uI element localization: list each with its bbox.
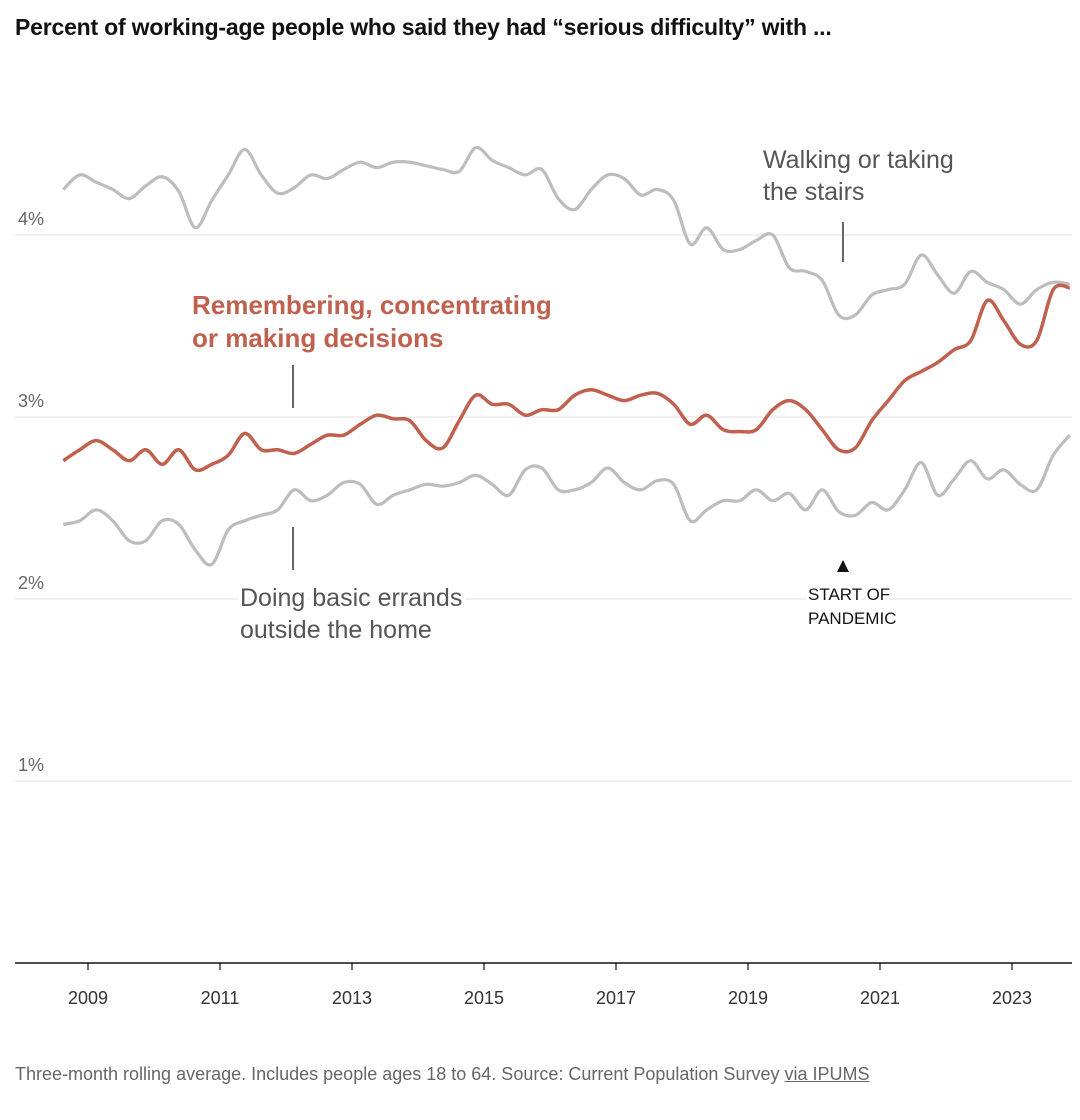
remembering-label-line-2: or making decisions — [192, 323, 443, 353]
source-note: Three-month rolling average. Includes pe… — [15, 1060, 1055, 1088]
errands-label-line-1: Doing basic errands — [240, 584, 462, 612]
x-tick-label: 2023 — [992, 988, 1032, 1008]
source-note-text: Three-month rolling average. Includes pe… — [15, 1064, 785, 1084]
errands-series-line — [62, 434, 1071, 567]
walking-label-line-1: Walking or taking — [763, 146, 954, 174]
x-tick-label: 2017 — [596, 988, 636, 1008]
line-chart: 1% 2% 3% 4% Walking or taking the stairs Re… — [15, 142, 1072, 1008]
y-tick-label: 3% — [18, 391, 44, 411]
remembering-label-line-1: Remembering, concentrating — [192, 290, 552, 320]
gridlines — [15, 234, 1072, 782]
ipums-link[interactable]: via IPUMS — [784, 1064, 870, 1084]
x-axis-labels: 2009 2011 2013 2015 2017 2019 2021 2023 — [68, 963, 1032, 1008]
remembering-series-line — [62, 283, 1071, 473]
walking-series-line — [62, 145, 1070, 321]
x-tick-label: 2013 — [332, 988, 372, 1008]
y-tick-label: 4% — [18, 209, 44, 229]
annotations: Walking or taking the stairs Remembering… — [188, 142, 958, 648]
y-axis-labels: 1% 2% 3% 4% — [18, 209, 44, 775]
walking-label-line-2: the stairs — [763, 178, 864, 206]
series-lines — [62, 145, 1071, 567]
y-tick-label: 1% — [18, 755, 44, 775]
x-tick-label: 2019 — [728, 988, 768, 1008]
x-tick-label: 2009 — [68, 988, 108, 1008]
errands-label-line-2: outside the home — [240, 616, 432, 644]
pandemic-triangle-icon — [837, 560, 849, 572]
x-tick-label: 2011 — [201, 988, 240, 1008]
x-tick-label: 2021 — [860, 988, 900, 1008]
pandemic-label-line-1: START OF — [808, 585, 890, 604]
x-tick-label: 2015 — [464, 988, 504, 1008]
pandemic-label-line-2: PANDEMIC — [808, 609, 896, 628]
y-tick-label: 2% — [18, 573, 44, 593]
chart-title: Percent of working-age people who said t… — [15, 14, 832, 40]
